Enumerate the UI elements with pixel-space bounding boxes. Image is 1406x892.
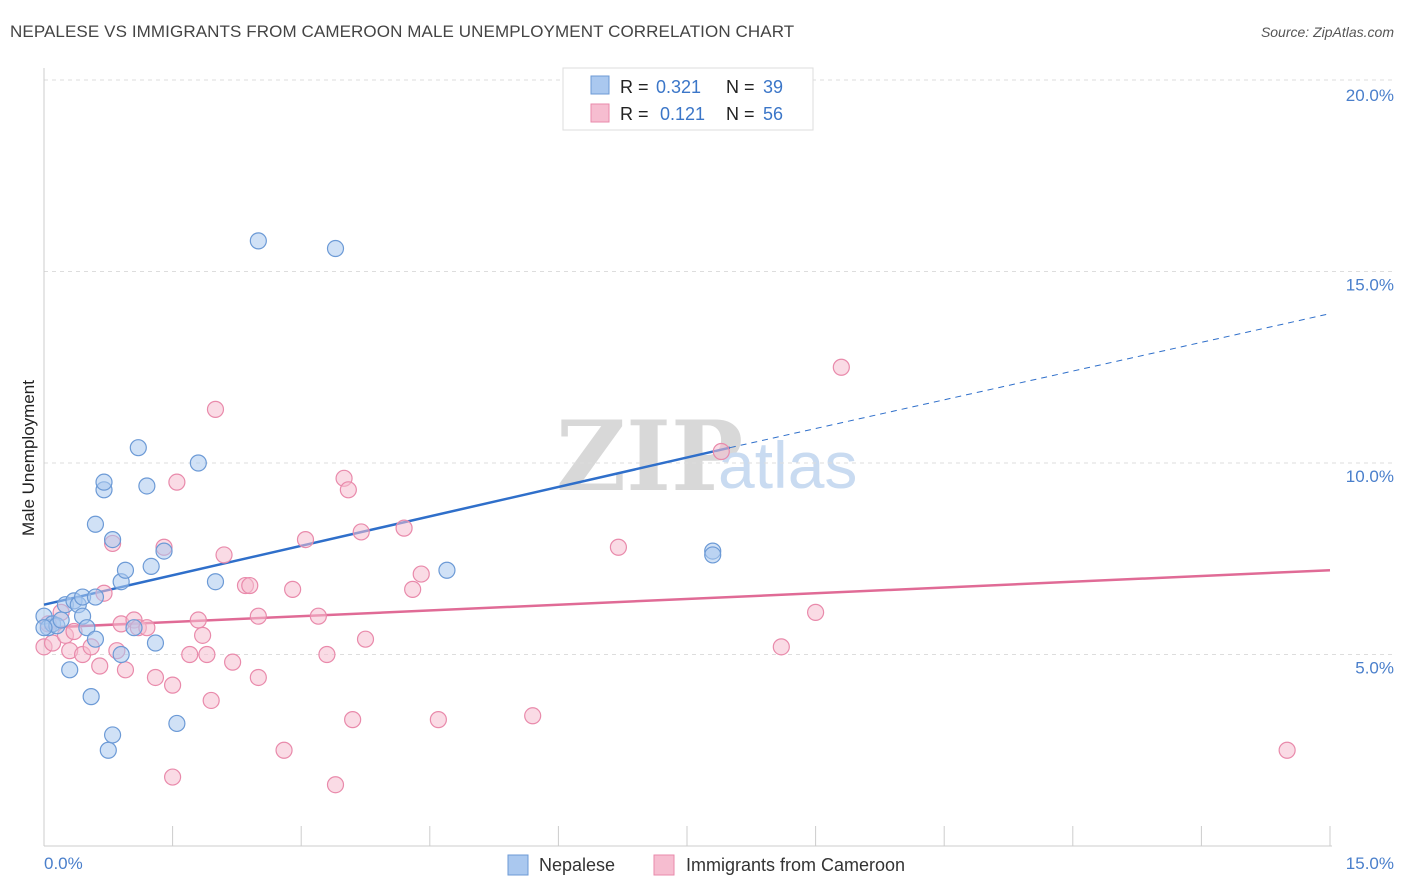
cameroon-point [309, 607, 327, 625]
cameroon-point [249, 607, 267, 625]
cameroon-point [284, 580, 302, 598]
nepalese-trend-extension [729, 313, 1331, 449]
cameroon-point [275, 741, 293, 759]
nepalese-point [249, 232, 267, 250]
cameroon-trend-line [43, 568, 1331, 629]
cameroon-point [241, 576, 259, 595]
cameroon-point [202, 691, 220, 710]
nepalese-point [155, 542, 173, 560]
cameroon-point [356, 630, 375, 648]
cameroon-point [806, 603, 825, 621]
cameroon-point [164, 676, 182, 694]
legend-n-value: 39 [763, 77, 783, 97]
nepalese-point [142, 557, 160, 576]
nepalese-point [326, 239, 345, 258]
cameroon-point [524, 707, 542, 725]
y-tick-label: 5.0% [1355, 659, 1394, 678]
nepalese-point [146, 634, 165, 652]
cameroon-point [181, 645, 199, 664]
bottom-legend-label-cameroon: Immigrants from Cameroon [686, 855, 905, 875]
y-tick-label: 15.0% [1346, 276, 1394, 295]
cameroon-point [339, 481, 357, 499]
cameroon-point [168, 473, 186, 491]
cameroon-point [296, 530, 315, 549]
cameroon-point [116, 661, 135, 679]
nepalese-point [103, 726, 122, 744]
cameroon-point [249, 668, 267, 687]
cameroon-point [206, 400, 225, 418]
cameroon-point [198, 645, 216, 664]
watermark-atlas: atlas [718, 428, 857, 502]
nepalese-point [704, 546, 722, 564]
legend-r-label: R = [620, 77, 649, 97]
nepalese-point [138, 477, 156, 495]
legend-swatch-cameroon [590, 103, 610, 123]
top-legend: R = 0.321 N = 39 R = 0.121 N = 56 [562, 67, 814, 131]
chart-title: NEPALESE VS IMMIGRANTS FROM CAMEROON MAL… [10, 22, 795, 41]
legend-n-label: N = [726, 77, 755, 97]
legend-swatch-nepalese [590, 75, 610, 95]
nepalese-trend-line [43, 446, 731, 606]
nepalese-point [78, 619, 96, 637]
bottom-legend-swatch-cameroon [653, 854, 675, 876]
nepalese-point [116, 561, 135, 579]
watermark-zip: ZIP [556, 400, 743, 513]
cameroon-point [318, 645, 336, 664]
source-credit: Source: ZipAtlas.com [1260, 24, 1394, 40]
cameroon-point [832, 358, 850, 376]
legend-r-label: R = [620, 104, 649, 124]
bottom-legend-swatch-nepalese [507, 854, 529, 876]
axes: 5.0% 10.0% 15.0% 20.0% [43, 68, 1394, 847]
bottom-legend: Nepalese Immigrants from Cameroon [507, 854, 905, 876]
cameroon-point [215, 546, 233, 564]
cameroon-point [395, 519, 413, 537]
cameroon-point [712, 442, 730, 461]
cameroon-point [609, 538, 628, 556]
x-tick-label-max: 15.0% [1346, 854, 1394, 873]
cameroon-point [429, 711, 447, 729]
nepalese-point [86, 630, 105, 648]
nepalese-point [125, 619, 143, 637]
cameroon-point [91, 657, 109, 675]
legend-r-value: 0.121 [660, 104, 705, 124]
nepalese-point [35, 619, 53, 637]
cameroon-point [404, 580, 422, 598]
nepalese-point [82, 688, 100, 706]
legend-r-value: 0.321 [656, 77, 701, 97]
y-tick-label: 20.0% [1346, 86, 1394, 105]
nepalese-point [206, 573, 225, 591]
cameroon-point [1278, 741, 1296, 759]
nepalese-point [52, 611, 70, 629]
legend-n-label: N = [726, 104, 755, 124]
nepalese-point [86, 588, 105, 606]
nepalese-point [61, 661, 79, 679]
cameroon-point [344, 711, 362, 729]
bottom-legend-label-nepalese: Nepalese [539, 855, 615, 875]
nepalese-point [129, 439, 147, 457]
nepalese-point [189, 454, 207, 472]
cameroon-point [164, 768, 182, 786]
cameroon-point [352, 523, 370, 541]
cameroon-point [772, 638, 790, 656]
nepalese-point [438, 561, 456, 579]
cameroon-point [326, 776, 345, 794]
nepalese-point [168, 714, 186, 733]
nepalese-point [86, 515, 105, 533]
cameroon-point [224, 653, 242, 671]
y-axis-label: Male Unemployment [19, 380, 38, 536]
nepalese-point [95, 473, 113, 491]
cameroon-point [146, 668, 165, 687]
cameroon-point [194, 626, 212, 644]
legend-n-value: 56 [763, 104, 783, 124]
nepalese-point [99, 741, 117, 759]
nepalese-point [103, 530, 122, 549]
x-tick-label-min: 0.0% [44, 854, 83, 873]
cameroon-point [412, 565, 430, 583]
cameroon-point [189, 611, 207, 629]
data-points [35, 232, 1296, 794]
nepalese-point [112, 645, 130, 664]
grid-lines [44, 79, 1392, 655]
y-tick-label: 10.0% [1346, 467, 1394, 486]
